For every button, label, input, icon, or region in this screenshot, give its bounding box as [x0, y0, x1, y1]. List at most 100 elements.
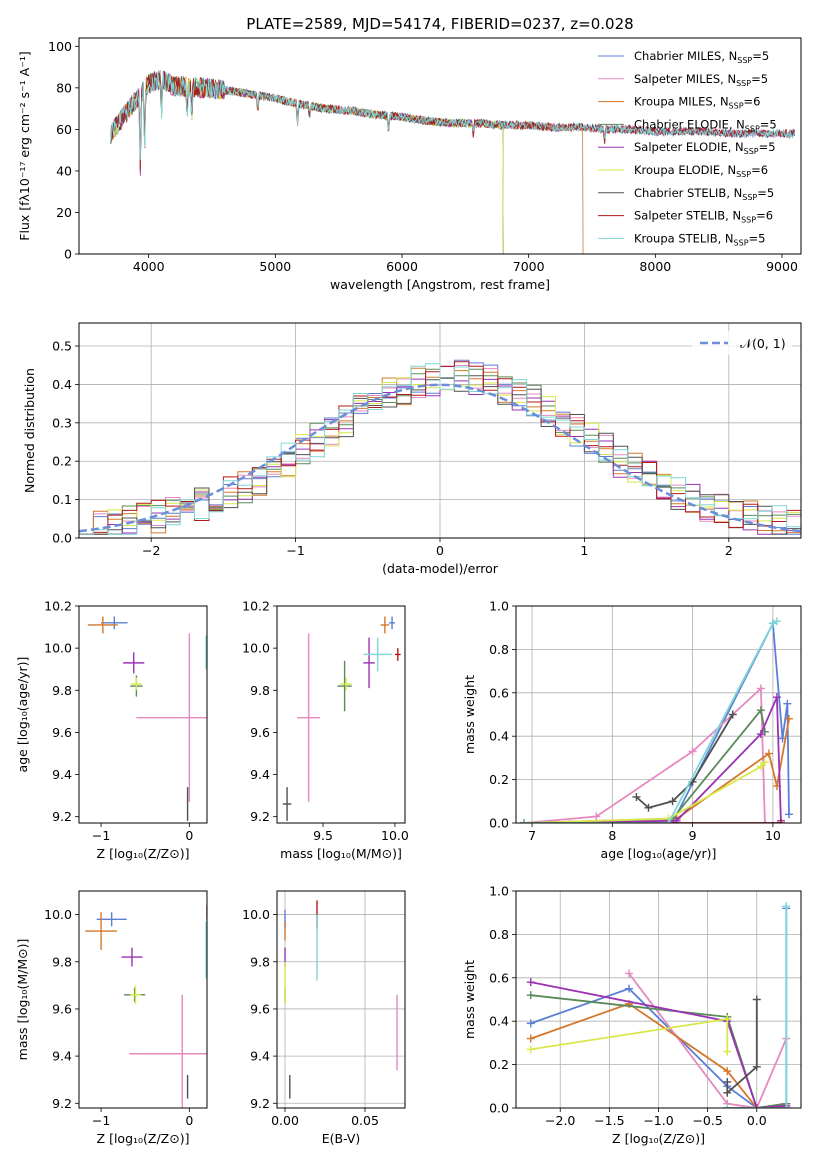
y-tick-label: 9.8	[250, 683, 270, 698]
mass-weight-line	[523, 718, 790, 823]
y-tick-label: 9.2	[250, 1096, 270, 1111]
plus-marker	[764, 749, 773, 758]
plus-marker	[752, 1062, 761, 1071]
y-tick-label: 10.0	[44, 641, 72, 656]
y-tick-label: 100	[48, 39, 72, 54]
plus-marker	[526, 1034, 535, 1043]
histogram-step	[79, 363, 801, 535]
x-axis-label: (data-model)/error	[382, 561, 499, 576]
residuals-panel: −2 −1 0 1 2 0.0 0.1 0.2 0.3 0.4 0.5 (data-model)/er…	[22, 322, 802, 576]
plus-marker	[782, 1104, 791, 1108]
plus-marker	[526, 978, 535, 987]
plus-marker	[723, 1088, 732, 1097]
plus-marker	[668, 797, 677, 806]
x-axis-label: E(B-V)	[322, 1131, 361, 1146]
plus-marker	[768, 619, 777, 628]
y-tick-label: 10.0	[242, 907, 270, 922]
y-tick-label: 9.4	[250, 767, 270, 782]
axes-frame	[515, 890, 802, 1109]
mass-weight-line	[523, 761, 766, 823]
y-tick-label: 9.2	[52, 809, 72, 824]
x-tick-label: 6000	[386, 259, 418, 274]
x-tick-label: −2	[142, 543, 160, 558]
spectrum-panel: 4000 5000 6000 7000 8000 9000 0 20 40 60 80 100 wave…	[17, 37, 802, 292]
y-tick-label: 40	[56, 163, 72, 178]
x-tick-label: 9000	[766, 259, 798, 274]
y-tick-label: 9.6	[52, 725, 72, 740]
plus-marker	[526, 1019, 535, 1028]
plus-marker	[756, 730, 765, 739]
plus-marker	[756, 706, 765, 715]
y-tick-label: 0.0	[52, 531, 72, 546]
plot-area	[110, 70, 796, 254]
mass-weight-line	[628, 972, 788, 1108]
y-tick-label: 9.4	[52, 767, 72, 782]
legend-entry: Salpeter STELIB, NSSP=6	[634, 209, 773, 225]
y-axis-label: mass [log₁₀(M/M⊙)]	[15, 939, 30, 1061]
legend-entry: Kroupa ELODIE, NSSP=6	[634, 163, 768, 179]
plus-marker	[772, 617, 781, 626]
y-tick-label: 0.3	[52, 415, 72, 430]
mass-weight-line	[523, 696, 782, 823]
y-axis-label: Normed distribution	[22, 368, 37, 493]
plus-marker	[760, 819, 769, 823]
legend-entry: 𝒩(0, 1)	[740, 336, 786, 351]
x-tick-label: 0.05	[351, 1113, 379, 1128]
axes-frame	[78, 37, 802, 255]
mass-weight-line	[727, 906, 788, 1108]
x-tick-label: 9	[689, 828, 697, 843]
mass-weight-line	[524, 620, 778, 823]
plus-marker	[723, 1047, 732, 1056]
y-tick-label: 10.0	[44, 907, 72, 922]
legend-entry: Chabrier MILES, NSSP=5	[634, 49, 769, 65]
weight-vs-metallicity-panel: −2.0 −1.5 −1.0 −0.5 0.0 0.0 0.2 0.4 0.6 0.8 1.0 Z […	[462, 884, 802, 1146]
y-tick-label: 9.4	[52, 1049, 72, 1064]
legend-entry: Salpeter ELODIE, NSSP=5	[634, 140, 776, 156]
legend-entry: Salpeter MILES, NSSP=5	[634, 72, 768, 88]
y-tick-label: 0.4	[489, 729, 509, 744]
y-tick-label: 0	[64, 247, 72, 262]
plot-area	[520, 617, 793, 823]
y-tick-label: 0.8	[489, 642, 509, 657]
x-axis-label: Z [log₁₀(Z/Z⊙)]	[612, 1131, 705, 1146]
plus-marker	[688, 747, 697, 756]
legend-entry: Kroupa STELIB, NSSP=5	[634, 231, 765, 247]
plus-marker	[664, 819, 673, 823]
legend-entry: Kroupa MILES, NSSP=6	[634, 95, 760, 111]
plus-marker	[520, 819, 529, 823]
x-tick-label: 9.5	[313, 828, 333, 843]
y-tick-label: 20	[56, 205, 72, 220]
x-tick-label: −1	[286, 543, 304, 558]
x-tick-label: −1.0	[643, 1113, 673, 1128]
x-tick-label: 0	[185, 1113, 193, 1128]
plot-area	[87, 616, 207, 821]
y-tick-label: 60	[56, 122, 72, 137]
plus-marker	[625, 984, 634, 993]
x-tick-label: 10.0	[381, 828, 409, 843]
y-tick-label: 0.6	[489, 685, 509, 700]
x-tick-label: 8	[608, 828, 616, 843]
y-tick-label: 10.2	[242, 599, 270, 614]
plot-area	[79, 359, 801, 535]
x-tick-label: 0	[185, 828, 193, 843]
x-axis-label: Z [log₁₀(Z/Z⊙)]	[97, 1131, 190, 1146]
plot-area	[85, 905, 207, 1108]
plus-marker	[728, 710, 737, 719]
x-tick-label: −1.5	[594, 1113, 624, 1128]
mass-vs-ebv-panel: 0.00 0.05 9.2 9.4 9.6 9.8 10.0 E(B-V)	[242, 890, 406, 1146]
legend-box	[692, 331, 792, 355]
spectrum-line	[110, 71, 584, 254]
y-tick-label: 0.4	[52, 377, 72, 392]
spectrum-line	[110, 72, 504, 254]
x-tick-label: −1	[92, 828, 110, 843]
x-tick-label: 1	[580, 543, 588, 558]
plus-marker	[632, 792, 641, 801]
plus-marker	[723, 1015, 732, 1024]
plus-marker	[723, 1067, 732, 1076]
mass-vs-metallicity-panel: −1 0 9.2 9.4 9.6 9.8 10.0 Z [log₁₀(Z/Z⊙)] mass […	[15, 890, 208, 1146]
plot-area	[284, 900, 398, 1099]
mass-weight-line	[726, 999, 758, 1095]
x-tick-label: 0.0	[747, 1113, 767, 1128]
x-tick-label: 0.00	[271, 1113, 299, 1128]
